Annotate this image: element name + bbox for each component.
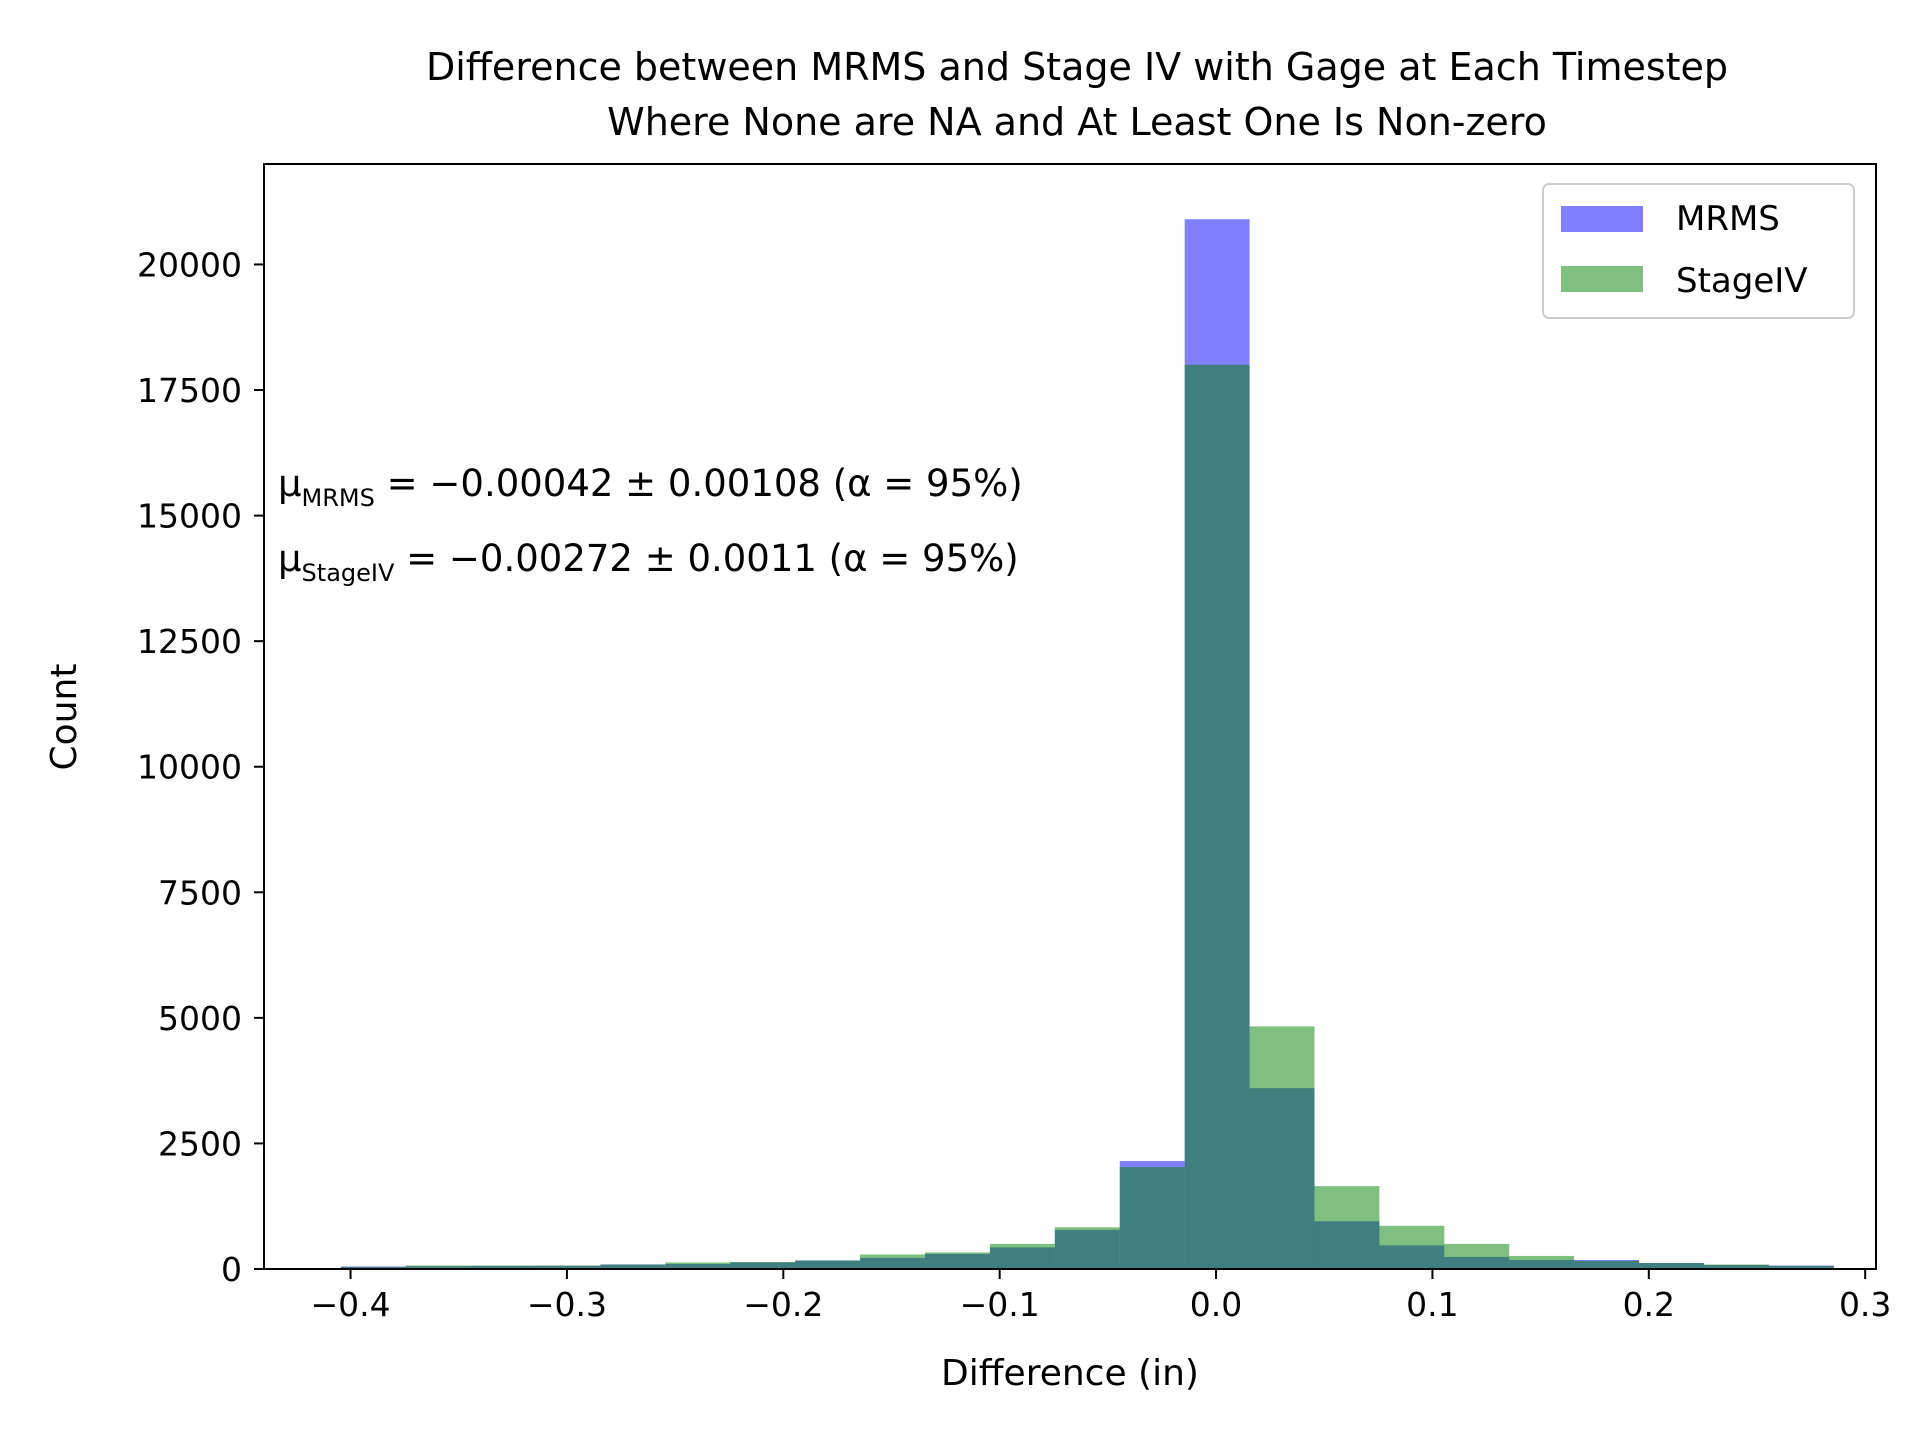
x-tick-label-1: −0.3 [527,1285,607,1324]
chart-title-line-2: Where None are NA and At Least One Is No… [607,100,1547,144]
bar-stageiv-10 [989,1243,1055,1269]
bar-stageiv-1 [405,1265,471,1269]
bar-stageiv-4 [600,1264,666,1269]
bar-stageiv-5 [665,1262,731,1269]
axis-ticks: −0.4 −0.3 −0.2 −0.1 0.0 0.1 0.2 0.3 0 2500 5000 750… [137,245,1891,1324]
annotation-stageiv-symbol: μ [278,537,302,580]
annotation-mrms-symbol: μ [278,462,302,505]
bar-stageiv-3 [535,1265,601,1269]
y-tick-label-0: 0 [221,1250,242,1289]
bar-stageiv-16 [1379,1225,1445,1269]
bar-stageiv-15 [1314,1186,1380,1269]
y-tick-label-4: 10000 [137,748,242,787]
bar-stageiv-6 [730,1261,796,1269]
y-tick-label-8: 20000 [137,245,242,284]
y-tick-label-6: 15000 [137,497,242,536]
bar-stageiv-8 [860,1254,926,1269]
annotation-stageiv-mean: μStageIV = −0.00272 ± 0.0011 (α = 95%) [278,537,1019,587]
y-tick-label-7: 17500 [137,371,242,410]
bar-stageiv-14 [1249,1026,1315,1269]
x-axis-label: Difference (in) [941,1353,1199,1394]
annotation-mrms-value: = −0.00042 ± 0.00108 (α = 95%) [375,462,1023,505]
bar-stageiv-21 [1703,1264,1769,1269]
bar-stageiv-12 [1119,1167,1185,1269]
bar-stageiv-18 [1509,1255,1575,1269]
legend-swatch-stageiv [1561,266,1643,292]
bar-stageiv-20 [1639,1262,1704,1269]
y-tick-label-3: 7500 [158,873,242,912]
annotation-stageiv-subscript: StageIV [302,559,395,587]
annotation-mrms-mean: μMRMS = −0.00042 ± 0.00108 (α = 95%) [278,462,1023,512]
x-tick-label-5: 0.1 [1406,1285,1458,1324]
bar-stageiv-2 [470,1265,536,1269]
y-axis-label: Count [44,664,85,771]
bar-stageiv-19 [1574,1260,1640,1269]
histogram-bars [340,219,1834,1270]
bar-stageiv-7 [795,1260,861,1269]
bar-stageiv-11 [1054,1227,1120,1269]
annotation-mrms-subscript: MRMS [302,484,375,512]
x-tick-label-0: −0.4 [310,1285,390,1324]
bar-stageiv-17 [1444,1243,1510,1269]
x-tick-label-6: 0.2 [1623,1285,1675,1324]
legend-label-stageiv: StageIV [1676,261,1808,301]
annotation-stageiv-value: = −0.00272 ± 0.0011 (α = 95%) [394,537,1018,580]
x-tick-label-7: 0.3 [1839,1285,1891,1324]
y-tick-label-5: 12500 [137,622,242,661]
legend-swatch-mrms [1561,206,1643,232]
x-tick-label-3: −0.1 [960,1285,1040,1324]
x-tick-label-4: 0.0 [1190,1285,1242,1324]
plot-frame [263,163,1877,1270]
bar-stageiv-13 [1184,364,1250,1270]
bar-stageiv-9 [925,1252,990,1269]
bar-stageiv-0 [340,1266,406,1269]
legend-label-mrms: MRMS [1676,199,1780,239]
legend: MRMS StageIV [1542,183,1855,319]
y-tick-label-2: 5000 [158,999,242,1038]
y-tick-label-1: 2500 [158,1124,242,1163]
bar-stageiv-22 [1768,1265,1834,1269]
chart-title-line-1: Difference between MRMS and Stage IV wit… [426,45,1728,89]
x-tick-label-2: −0.2 [743,1285,823,1324]
